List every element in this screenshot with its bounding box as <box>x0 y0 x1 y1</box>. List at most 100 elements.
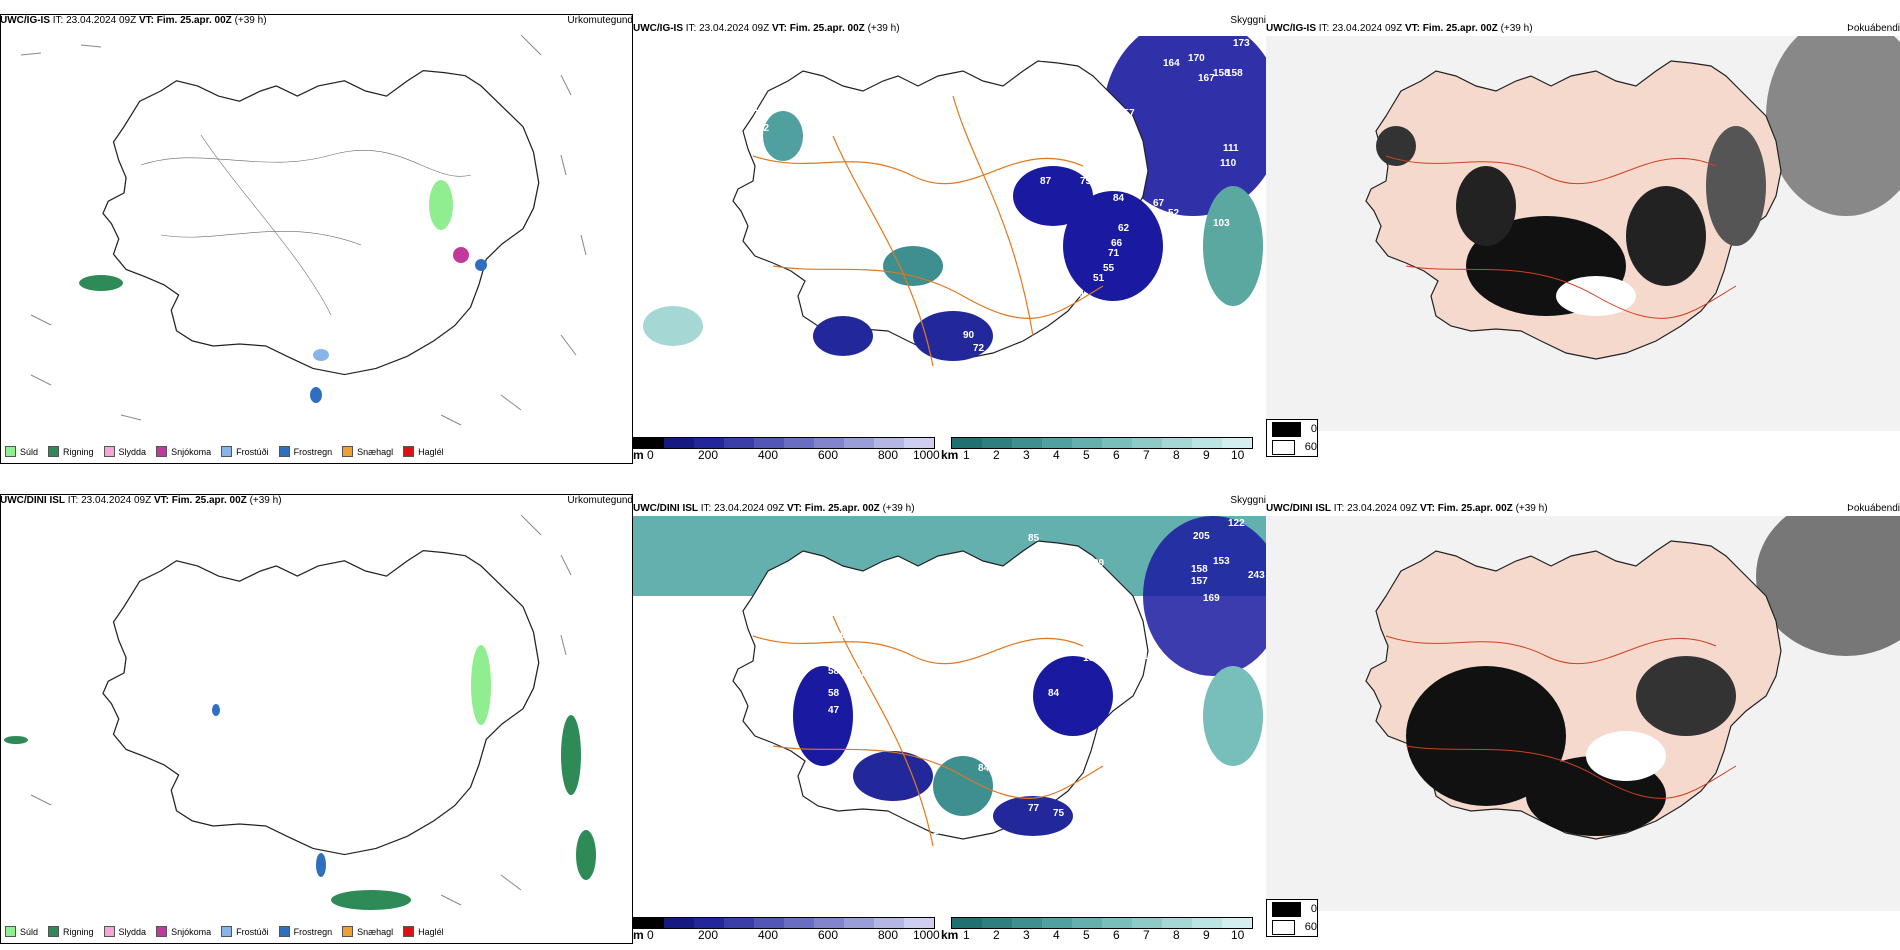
colorbar-tick: 6 <box>1113 928 1120 942</box>
panel-title: Þokuábendi <box>1847 23 1900 34</box>
fog-legend: 0 60 <box>1266 899 1318 937</box>
visibility-value-label: 76 <box>861 626 873 637</box>
visibility-value-label: 198 <box>1143 651 1160 662</box>
visibility-value-label: 571 <box>878 313 895 324</box>
colorbar-meters: m 0 200 400 600 800 1000 <box>633 437 943 463</box>
panel-fog-row1: UWC/IG-IS IT: 23.04.2024 09Z VT: Fim. 25… <box>1266 14 1900 464</box>
visibility-value-label: 219 <box>1048 590 1065 601</box>
visibility-value-label: 84 <box>978 763 990 774</box>
visibility-value-label: 205 <box>1193 531 1210 542</box>
visibility-value-label: 77 <box>1028 803 1040 814</box>
visibility-value-label: 84 <box>1048 688 1060 699</box>
visibility-value-label: 177 <box>933 826 950 837</box>
colorbar-tick: 8 <box>1173 448 1180 462</box>
visibility-value-label: 108 <box>1063 123 1080 134</box>
visibility-value-label: 66 <box>1111 238 1123 249</box>
visibility-value-label: 72 <box>1073 148 1085 159</box>
visibility-value-label: 47 <box>828 705 840 716</box>
visibility-value-label: 59 <box>933 403 945 414</box>
visibility-value-label: 86 <box>903 378 915 389</box>
fog-legend: 0 60 <box>1266 419 1318 457</box>
visibility-value-label: 99 <box>943 698 955 709</box>
visibility-value-label: 90 <box>963 330 975 341</box>
colorbar-tick: 2 <box>993 928 1000 942</box>
colorbar-km: km 1 2 3 4 5 6 7 8 9 10 <box>941 917 1261 943</box>
visibility-value-label: 167 <box>1198 73 1215 84</box>
visibility-value-label: 71 <box>1108 248 1120 259</box>
visibility-value-label: 62 <box>840 630 852 641</box>
visibility-map: 122 205 153 158 243 157 169 219 92 57 92 104 94 198 84… <box>633 516 1283 911</box>
visibility-value-label: 92 <box>1094 636 1106 647</box>
visibility-value-label: 87 <box>1040 176 1052 187</box>
colorbar-tick: 1 <box>963 928 970 942</box>
visibility-value-label: 104 <box>1083 653 1100 664</box>
colorbar-tick: 7 <box>1143 928 1150 942</box>
visibility-value-label: 94 <box>1128 653 1140 664</box>
panel-header: UWC/IG-IS IT: 23.04.2024 09Z VT: Fim. 25… <box>0 15 267 26</box>
visibility-value-label: 153 <box>1213 556 1230 567</box>
colorbar-tick: 10 <box>1231 448 1245 462</box>
visibility-value-label: 75 <box>1053 808 1065 819</box>
visibility-value-label: 121 <box>913 693 930 704</box>
visibility-value-label: 164 <box>1163 58 1180 69</box>
panel-title: Skyggni <box>1230 15 1266 26</box>
panel-title: Úrkomutegund <box>567 495 633 506</box>
visibility-value-label: 69 <box>953 373 965 384</box>
visibility-value-label: 57 <box>855 668 867 679</box>
visibility-value-label: 76 <box>1140 783 1152 794</box>
panel-header: UWC/IG-IS IT: 23.04.2024 09Z VT: Fim. 25… <box>633 23 900 34</box>
colorbar-tick: 1 <box>963 448 970 462</box>
precip-legend: Súld Rigning Slydda Snjókoma Frostúði Fr… <box>5 446 454 457</box>
legend-item: Súld <box>5 446 38 457</box>
colorbar-tick: 0 <box>647 448 654 462</box>
visibility-value-label: 153 <box>1081 113 1098 124</box>
colorbar-meters: m 0 200 400 600 800 1000 <box>633 917 943 943</box>
legend-item: Frostregn <box>278 926 332 937</box>
visibility-value-label: 122 <box>1228 518 1245 529</box>
legend-item: Rigning <box>48 446 94 457</box>
precip-legend: Súld Rigning Slydda Snjókoma Frostúði Fr… <box>5 926 454 937</box>
colorbar-unit: m <box>633 928 644 942</box>
visibility-value-label: 51 <box>1093 273 1105 284</box>
colorbar-tick: 0 <box>647 928 654 942</box>
visibility-value-label: 84 <box>1103 146 1115 157</box>
visibility-value-label: 99 <box>1093 558 1105 569</box>
visibility-value-label: 75 <box>1080 176 1092 187</box>
colorbar-tick: 5 <box>1083 928 1090 942</box>
colorbar-tick: 10 <box>1231 928 1245 942</box>
visibility-value-label: 55 <box>916 886 928 897</box>
visibility-value-label: 61 <box>1128 733 1140 744</box>
visibility-value-label: 158 <box>1191 564 1208 575</box>
visibility-value-label: 158 <box>1213 68 1230 79</box>
visibility-value-label: 58 <box>828 688 840 699</box>
visibility-value-label: 111 <box>743 103 759 114</box>
colorbar-tick: 400 <box>758 928 779 942</box>
colorbar-tick: 800 <box>878 928 899 942</box>
visibility-value-label: 81 <box>983 698 995 709</box>
visibility-value-label: 52 <box>1168 208 1180 219</box>
visibility-value-label: 74 <box>1073 290 1085 301</box>
colorbar-tick: 4 <box>1053 448 1060 462</box>
colorbar-tick: 600 <box>818 448 839 462</box>
colorbar-tick: 3 <box>1023 448 1030 462</box>
panel-precip-type-row1: UWC/IG-IS IT: 23.04.2024 09Z VT: Fim. 25… <box>0 14 633 464</box>
iceland-map-precip <box>4 514 596 910</box>
colorbar-tick: 2 <box>993 448 1000 462</box>
legend-item: Haglél <box>403 446 444 457</box>
visibility-value-label: 58 <box>828 666 840 677</box>
visibility-value-label: 72 <box>973 343 985 354</box>
visibility-value-label: 243 <box>1248 570 1265 581</box>
panel-fog-row2: UWC/DINI ISL IT: 23.04.2024 09Z VT: Fim.… <box>1266 494 1900 944</box>
colorbar-tick: 800 <box>878 448 899 462</box>
colorbar-tick: 200 <box>698 928 719 942</box>
legend-item: Snæhagl <box>342 446 393 457</box>
legend-item: Snjókoma <box>156 446 211 457</box>
visibility-value-label: 135 <box>1028 113 1045 124</box>
colorbar-tick: 8 <box>1173 928 1180 942</box>
precip-type-map <box>0 494 633 944</box>
visibility-value-label: 62 <box>916 863 928 874</box>
visibility-value-label: 111 <box>1223 143 1239 154</box>
visibility-value-label: 156 <box>1096 96 1113 107</box>
legend-item: Slydda <box>103 926 146 937</box>
